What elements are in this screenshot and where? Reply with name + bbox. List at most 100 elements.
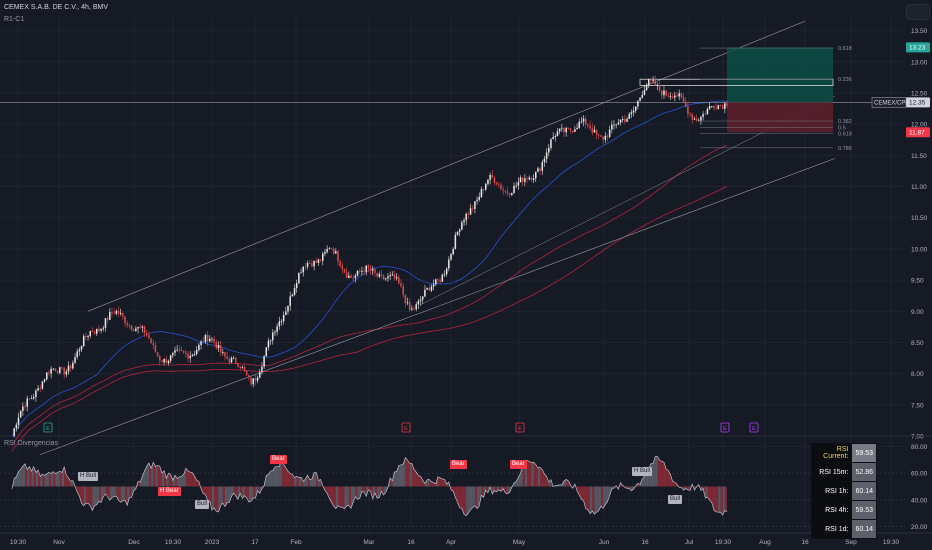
candle-body <box>615 124 617 126</box>
rsi-value: 59.53 <box>851 443 877 463</box>
price-tick: 9.00 <box>911 309 924 316</box>
x-tick: 19:30 <box>883 539 900 546</box>
candle-body <box>502 189 504 191</box>
rsi-area <box>196 480 199 487</box>
rsi-value: 60.14 <box>851 481 877 501</box>
candle-body <box>606 135 609 137</box>
x-tick: Sep <box>845 539 857 546</box>
candle-body <box>485 183 487 190</box>
candle-body <box>608 129 611 137</box>
square-icon[interactable] <box>906 4 930 20</box>
rsi-area <box>229 486 232 503</box>
rsi-tick: 80.00 <box>911 444 928 451</box>
candle-body <box>169 355 172 361</box>
rsi-area <box>335 486 338 509</box>
candle-body <box>650 78 652 81</box>
candle-body <box>511 193 513 195</box>
rsi-area <box>420 476 423 487</box>
rsi-indicator-name: RSI Divergencias <box>4 440 59 447</box>
rsi-area <box>40 474 43 487</box>
candle-body <box>172 352 174 356</box>
candle-body <box>19 410 22 418</box>
candle-body <box>363 270 365 272</box>
rsi-area <box>431 481 434 487</box>
price-tick: 10.00 <box>911 246 928 253</box>
candle-body <box>508 193 511 195</box>
candle-body <box>471 208 474 210</box>
candle-body <box>95 328 98 334</box>
rsi-area <box>122 486 126 501</box>
candle-body <box>124 316 126 324</box>
x-tick: 16 <box>641 539 649 546</box>
rsi-area <box>398 464 402 487</box>
candle-body <box>598 134 600 136</box>
candle-body <box>46 372 48 380</box>
candle-body <box>715 108 717 110</box>
candle-body <box>348 275 350 278</box>
candle-body <box>67 365 70 372</box>
candle-body <box>191 354 194 356</box>
rsi-area <box>709 486 712 503</box>
rsi-area <box>203 486 206 495</box>
rsi-area <box>590 486 593 514</box>
candle-body <box>26 398 28 407</box>
candle-body <box>376 272 378 277</box>
rsi-area <box>268 470 271 487</box>
candle-body <box>489 174 491 180</box>
candle-body <box>352 277 354 279</box>
rsi-area <box>403 457 406 487</box>
rsi-area <box>461 486 465 515</box>
ma-line <box>11 100 728 437</box>
rsi-area <box>324 486 328 494</box>
rsi-area <box>183 468 186 487</box>
rsi-area <box>209 486 212 511</box>
candle-body <box>65 371 68 375</box>
candle-body <box>704 114 707 115</box>
rsi-area <box>492 486 495 495</box>
candle-body <box>354 275 357 279</box>
candle-body <box>165 359 168 364</box>
candle-body <box>306 263 309 267</box>
candle-body <box>156 352 159 357</box>
rsi-area <box>357 486 360 500</box>
candle-body <box>515 185 517 187</box>
candle-body <box>291 294 294 297</box>
candle-body <box>513 185 515 194</box>
candle-body <box>678 93 680 97</box>
candle-body <box>461 222 463 230</box>
rsi-area <box>240 486 243 499</box>
candle-body <box>711 106 713 107</box>
candle-body <box>504 190 507 192</box>
candle-body <box>56 371 59 373</box>
price-tick: 13.50 <box>911 28 928 35</box>
rsi-area <box>90 486 93 511</box>
event-marker-text: E <box>46 426 50 432</box>
rsi-area <box>422 480 425 487</box>
rsi-area <box>207 486 210 502</box>
candle-body <box>328 248 331 250</box>
rsi-area <box>318 479 321 487</box>
rsi-area <box>153 462 156 487</box>
candle-body <box>569 128 572 131</box>
bull-divergence-label: Bull <box>195 500 210 509</box>
candle-body <box>311 263 313 267</box>
candle-body <box>556 131 559 137</box>
rsi-area <box>96 486 99 505</box>
candle-body <box>326 249 328 252</box>
rsi-area <box>629 486 632 491</box>
candle-body <box>350 275 352 278</box>
rsi-area <box>316 472 319 487</box>
rsi-area <box>66 475 69 487</box>
candle-body <box>28 398 31 400</box>
rsi-area <box>22 463 26 487</box>
rsi-row: RSI 1d: 60.14 <box>810 519 877 539</box>
rsi-area <box>298 477 302 487</box>
rsi-area <box>666 469 669 487</box>
candle-body <box>198 344 200 351</box>
rsi-area <box>468 486 471 513</box>
candle-body <box>304 266 307 268</box>
rsi-area <box>198 481 202 489</box>
candle-body <box>537 168 539 173</box>
rsi-label: RSI 4h: <box>810 500 853 520</box>
